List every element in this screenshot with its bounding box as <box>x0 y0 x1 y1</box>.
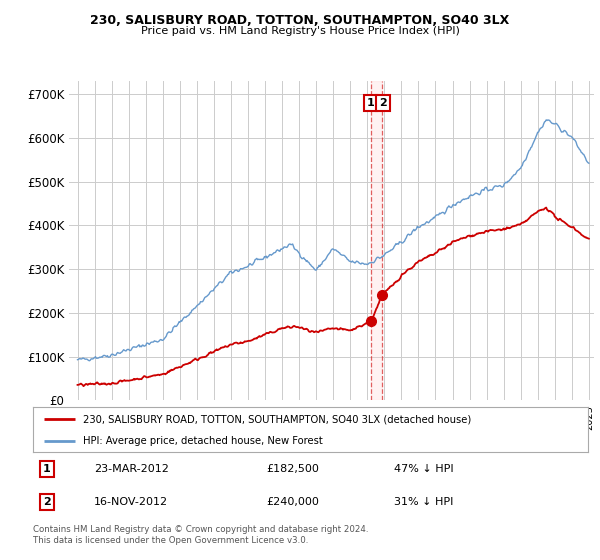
Text: 47% ↓ HPI: 47% ↓ HPI <box>394 464 454 474</box>
Text: 2: 2 <box>43 497 51 507</box>
Text: 16-NOV-2012: 16-NOV-2012 <box>94 497 168 507</box>
Text: 1: 1 <box>43 464 51 474</box>
Text: 23-MAR-2012: 23-MAR-2012 <box>94 464 169 474</box>
Text: Contains HM Land Registry data © Crown copyright and database right 2024.
This d: Contains HM Land Registry data © Crown c… <box>33 525 368 545</box>
Text: £240,000: £240,000 <box>266 497 319 507</box>
Text: 1: 1 <box>367 98 374 108</box>
Bar <box>371 81 382 400</box>
Text: 2: 2 <box>379 98 387 108</box>
Text: 31% ↓ HPI: 31% ↓ HPI <box>394 497 453 507</box>
Text: HPI: Average price, detached house, New Forest: HPI: Average price, detached house, New … <box>83 436 323 446</box>
Text: £182,500: £182,500 <box>266 464 319 474</box>
Text: Price paid vs. HM Land Registry's House Price Index (HPI): Price paid vs. HM Land Registry's House … <box>140 26 460 36</box>
Text: 230, SALISBURY ROAD, TOTTON, SOUTHAMPTON, SO40 3LX: 230, SALISBURY ROAD, TOTTON, SOUTHAMPTON… <box>91 14 509 27</box>
Text: 230, SALISBURY ROAD, TOTTON, SOUTHAMPTON, SO40 3LX (detached house): 230, SALISBURY ROAD, TOTTON, SOUTHAMPTON… <box>83 414 471 424</box>
